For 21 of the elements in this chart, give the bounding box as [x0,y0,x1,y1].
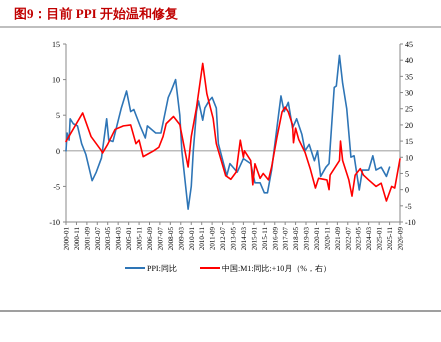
y2-tick-label: -5 [405,202,412,211]
y2-tick-label: 40 [405,56,413,66]
y2-tick-label: 30 [405,88,413,98]
y2-tick-label: 35 [405,72,413,82]
y2-tick-label: 10 [405,153,413,162]
y-tick-label: 10 [52,76,60,85]
chart-title: 图9：目前 PPI 开始温和修复 [14,6,178,21]
y2-tick-label: 0 [405,186,409,195]
y2-tick-label: 45 [405,40,413,49]
y2-tick-label: -10 [405,218,416,227]
y2-tick-label: 25 [405,104,413,114]
legend-label: 中国:M1:同比:+10月（%，右） [222,264,331,273]
y2-tick-label: 15 [405,137,413,146]
y2-tick-label: 20 [405,120,413,130]
y-tick-label: 0 [56,146,60,156]
y2-tick-label: 5 [405,169,409,178]
legend-label: PPI:同比 [147,264,177,273]
y-tick-label: 5 [56,111,60,120]
y-tick-label: -5 [53,182,60,192]
y-tick-label: 15 [52,40,60,49]
y-tick-label: -10 [49,218,60,227]
